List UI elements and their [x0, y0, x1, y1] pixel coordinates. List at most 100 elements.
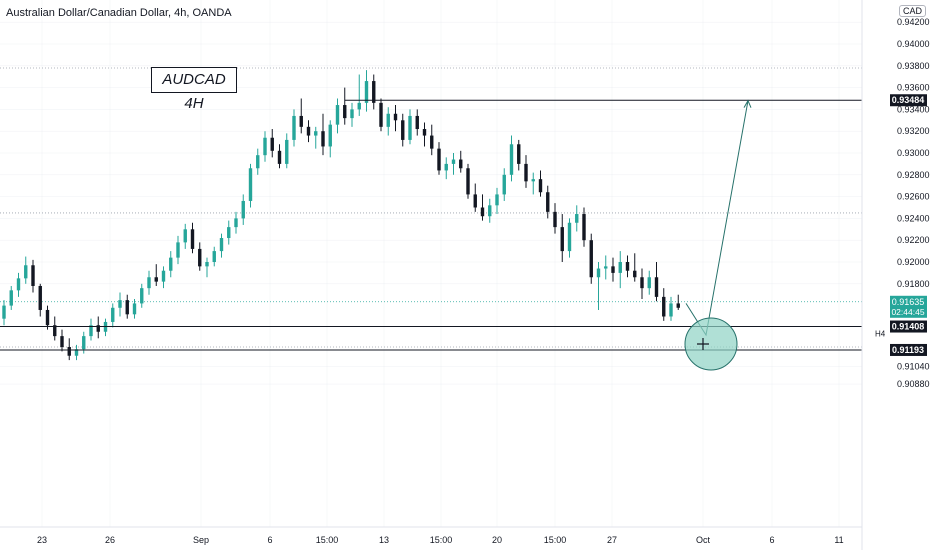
time-tick-label: 23	[37, 535, 47, 545]
candle-body	[611, 266, 615, 273]
candle-body	[575, 214, 579, 223]
candle-body	[589, 240, 593, 278]
candle-body	[89, 325, 93, 337]
candle-body	[495, 194, 499, 206]
candle-body	[118, 300, 122, 308]
time-tick-label: 15:00	[430, 535, 453, 545]
candle-body	[379, 102, 383, 127]
price-tick-label: 0.93800	[897, 61, 930, 71]
candle-body	[509, 144, 514, 175]
price-tick-label: 0.92000	[897, 257, 930, 267]
candle-body	[343, 105, 347, 119]
candle-body	[625, 262, 630, 271]
projection-drawing[interactable]	[684, 99, 752, 371]
candle-body	[618, 262, 622, 273]
candle-body	[393, 113, 398, 121]
price-tick-label: 0.92800	[897, 170, 930, 180]
candle-body	[676, 303, 680, 308]
price-tick-label: 0.91800	[897, 279, 930, 289]
countdown-text: 02:44:45	[891, 307, 924, 317]
candle-body	[285, 139, 289, 164]
time-axis[interactable]: 23 26 Sep 6 15:00 13 15:00 20 15:00 27 Oct 6 11	[37, 535, 844, 545]
price-tick-label: 0.90880	[897, 379, 930, 389]
price-tick-label: 0.93200	[897, 126, 930, 136]
price-level-tag-text: 0.91193	[892, 345, 924, 355]
candle-body	[567, 222, 572, 252]
price-tick-label: 0.94200	[897, 17, 930, 27]
dotted-levels	[0, 67, 862, 348]
candle-body	[74, 349, 79, 356]
candle-body	[161, 270, 166, 282]
time-tick-label: Oct	[696, 535, 711, 545]
candle-body	[553, 211, 557, 228]
candle-body	[654, 277, 659, 297]
candle-body	[430, 135, 434, 149]
chart-label-box[interactable]: AUDCAD 4H	[151, 67, 237, 112]
candle-body	[517, 144, 521, 164]
price-level-tag-text: 0.91408	[892, 322, 925, 332]
candle-body	[451, 159, 456, 164]
candle-body	[277, 150, 282, 164]
price-tick-label: 0.92200	[897, 235, 930, 245]
candle-body	[16, 278, 21, 291]
candle-body	[437, 148, 441, 171]
candle-body	[256, 155, 260, 169]
candle-body	[292, 115, 296, 140]
candle-body	[408, 115, 412, 140]
candle-body	[473, 194, 477, 208]
price-tick-label: 0.92400	[897, 213, 930, 223]
price-tick-label: 0.94000	[897, 39, 930, 49]
candle-body	[205, 262, 209, 267]
candle-body	[24, 265, 28, 279]
candle-body	[190, 229, 195, 249]
price-tick-label: 0.93600	[897, 83, 930, 93]
candle-body	[466, 168, 470, 195]
grid	[0, 0, 862, 527]
symbol-title: Australian Dollar/Canadian Dollar, 4h, O…	[6, 7, 232, 19]
time-tick-label: 15:00	[544, 535, 567, 545]
candle-body	[401, 120, 405, 140]
time-tick-label: Sep	[193, 535, 209, 545]
candle-body	[45, 309, 50, 326]
candle-body	[212, 251, 216, 262]
candle-body	[38, 285, 42, 310]
candle-body	[2, 305, 6, 319]
candle-body	[582, 214, 586, 241]
candle-body	[488, 205, 492, 217]
candle-body	[53, 325, 57, 337]
currency-badge[interactable]: CAD	[899, 5, 927, 17]
candle-body	[640, 277, 644, 289]
candle-body	[321, 131, 325, 147]
candle-body	[263, 137, 267, 156]
candle-body	[415, 115, 419, 130]
level-tag-label: H4	[875, 330, 886, 339]
time-tick-label: 27	[607, 535, 617, 545]
candle-body	[335, 105, 340, 125]
candle-body	[444, 163, 448, 171]
candle-body	[480, 207, 485, 217]
candle-body	[459, 159, 463, 169]
price-level-tag	[890, 320, 927, 333]
candle-body	[299, 115, 303, 127]
price-level-tag	[890, 94, 927, 107]
price-axis[interactable]: 0.94200 0.94000 0.93800 0.93600 0.93400 0.932…	[897, 17, 930, 389]
target-circle	[684, 317, 738, 371]
candle-body	[502, 174, 506, 195]
candle-body	[198, 248, 202, 267]
candle-body	[422, 129, 427, 136]
price-tick-label: 0.93000	[897, 148, 930, 158]
time-tick-label: 13	[379, 535, 389, 545]
candle-body	[364, 81, 369, 103]
candle-body	[596, 268, 601, 278]
projection-arrow	[685, 100, 749, 337]
candle-body	[111, 307, 115, 322]
time-tick-label: 26	[105, 535, 115, 545]
candle-body	[234, 218, 238, 228]
candle-body	[524, 163, 528, 182]
candle-body	[306, 126, 311, 136]
candle-body	[314, 131, 318, 136]
candle-body	[546, 192, 550, 212]
